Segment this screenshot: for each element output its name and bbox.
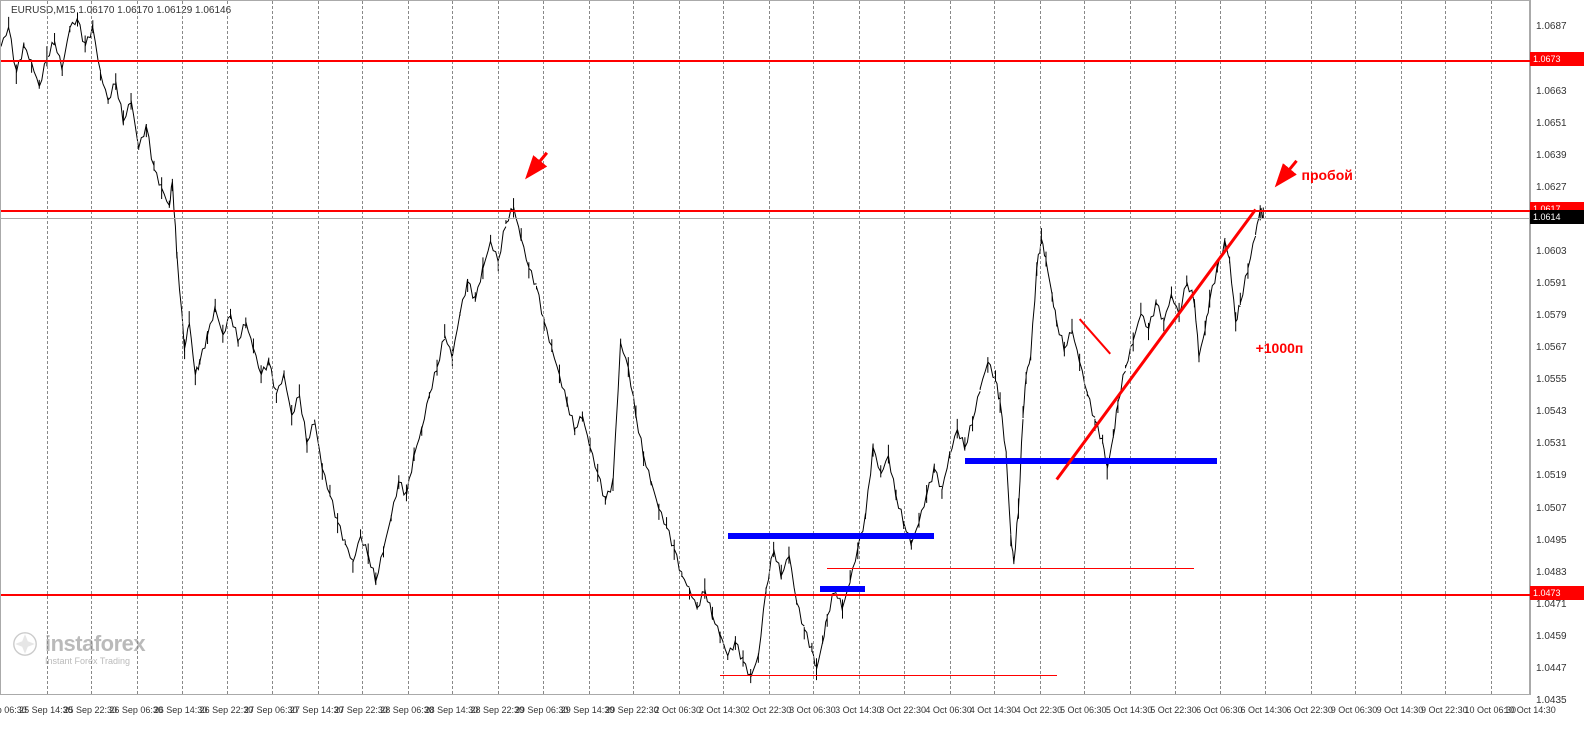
- x-tick-label: 4 Oct 06:30: [925, 705, 972, 715]
- x-tick-label: 29 Sep 22:30: [605, 705, 659, 715]
- vgrid-line: [1040, 1, 1041, 694]
- y-tick-label: 1.0567: [1532, 342, 1580, 353]
- x-tick-label: 3 Oct 22:30: [879, 705, 926, 715]
- vgrid-line: [813, 1, 814, 694]
- vgrid-line: [1355, 1, 1356, 694]
- y-tick-label: 1.0651: [1532, 118, 1580, 129]
- vgrid-line: [950, 1, 951, 694]
- vgrid-line: [679, 1, 680, 694]
- y-tick-label: 1.0495: [1532, 535, 1580, 546]
- chart-annotation: +1000п: [1256, 340, 1304, 356]
- y-tick-label: 1.0519: [1532, 470, 1580, 481]
- vgrid-line: [227, 1, 228, 694]
- y-tick-label: 1.0603: [1532, 246, 1580, 257]
- vgrid-line: [137, 1, 138, 694]
- x-tick-label: 5 Oct 06:30: [1060, 705, 1107, 715]
- x-tick-label: 9 Oct 22:30: [1421, 705, 1468, 715]
- vgrid-line: [1401, 1, 1402, 694]
- x-tick-label: 2 Oct 22:30: [745, 705, 792, 715]
- horizontal-level-line: [1, 210, 1531, 212]
- horizontal-level-line: [1, 60, 1531, 62]
- y-tick-label: 1.0663: [1532, 86, 1580, 97]
- vgrid-line: [769, 1, 770, 694]
- y-tick-label: 1.0507: [1532, 503, 1580, 514]
- vgrid-line: [362, 1, 363, 694]
- horizontal-level-line: [1, 218, 1531, 219]
- x-tick-label: 4 Oct 22:30: [1016, 705, 1063, 715]
- blue-support-bar: [728, 533, 935, 539]
- x-tick-label: 9 Oct 14:30: [1377, 705, 1424, 715]
- thin-red-line: [720, 675, 1057, 676]
- vgrid-line: [723, 1, 724, 694]
- x-tick-label: 10 Oct 14:30: [1504, 705, 1556, 715]
- instaforex-logo-icon: [11, 630, 39, 658]
- x-tick-label: 6 Oct 06:30: [1196, 705, 1243, 715]
- vgrid-line: [904, 1, 905, 694]
- y-tick-label: 1.0447: [1532, 663, 1580, 674]
- vgrid-line: [1491, 1, 1492, 694]
- vgrid-line: [1175, 1, 1176, 694]
- vgrid-line: [408, 1, 409, 694]
- y-tick-label: 1.0687: [1532, 21, 1580, 32]
- vgrid-line: [1130, 1, 1131, 694]
- y-axis: 1.06871.06751.06631.06511.06391.06271.06…: [1530, 0, 1584, 695]
- vgrid-line: [498, 1, 499, 694]
- vgrid-line: [272, 1, 273, 694]
- y-tick-label: 1.0531: [1532, 438, 1580, 449]
- y-tick-label: 1.0591: [1532, 278, 1580, 289]
- horizontal-level-line: [1, 594, 1531, 596]
- vgrid-line: [1311, 1, 1312, 694]
- x-tick-label: 3 Oct 14:30: [835, 705, 882, 715]
- y-tick-label: 1.0579: [1532, 310, 1580, 321]
- vgrid-line: [994, 1, 995, 694]
- vgrid-line: [1220, 1, 1221, 694]
- thin-red-line: [827, 568, 1194, 569]
- vgrid-line: [47, 1, 48, 694]
- x-tick-label: 2 Oct 06:30: [655, 705, 702, 715]
- x-tick-label: 4 Oct 14:30: [970, 705, 1017, 715]
- watermark-tagline: Instant Forex Trading: [45, 656, 145, 666]
- vgrid-line: [1445, 1, 1446, 694]
- x-tick-label: 3 Oct 06:30: [789, 705, 836, 715]
- x-tick-label: 6 Oct 14:30: [1241, 705, 1288, 715]
- x-tick-label: 5 Oct 14:30: [1106, 705, 1153, 715]
- vgrid-line: [182, 1, 183, 694]
- plot-area[interactable]: EURUSD,M15 1.06170 1.06170 1.06129 1.061…: [0, 0, 1530, 695]
- x-tick-label: 6 Oct 22:30: [1286, 705, 1333, 715]
- watermark: instaforex Instant Forex Trading: [11, 630, 145, 666]
- y-tick-label: 1.0555: [1532, 374, 1580, 385]
- vgrid-line: [589, 1, 590, 694]
- y-tick-label: 1.0627: [1532, 182, 1580, 193]
- x-tick-label: 2 Oct 14:30: [699, 705, 746, 715]
- vgrid-line: [452, 1, 453, 694]
- y-tick-label: 1.0483: [1532, 567, 1580, 578]
- price-tag: 1.0473: [1530, 586, 1584, 600]
- y-tick-label: 1.0459: [1532, 631, 1580, 642]
- price-tag: 1.0673: [1530, 52, 1584, 66]
- y-tick-label: 1.0639: [1532, 150, 1580, 161]
- watermark-brand: instaforex: [45, 631, 145, 657]
- vgrid-line: [543, 1, 544, 694]
- vgrid-line: [91, 1, 92, 694]
- blue-support-bar: [965, 458, 1217, 464]
- price-tag: 1.0614: [1530, 210, 1584, 224]
- x-axis: 25 Sep 06:3025 Sep 14:3025 Sep 22:3026 S…: [0, 695, 1530, 735]
- chart-annotation: пробой: [1302, 167, 1353, 183]
- chart-container: EURUSD,M15 1.06170 1.06170 1.06129 1.061…: [0, 0, 1584, 735]
- vgrid-line: [318, 1, 319, 694]
- x-tick-label: 9 Oct 06:30: [1331, 705, 1378, 715]
- vgrid-line: [1084, 1, 1085, 694]
- vgrid-line: [633, 1, 634, 694]
- y-tick-label: 1.0543: [1532, 406, 1580, 417]
- x-tick-label: 5 Oct 22:30: [1150, 705, 1197, 715]
- blue-support-bar: [820, 586, 866, 592]
